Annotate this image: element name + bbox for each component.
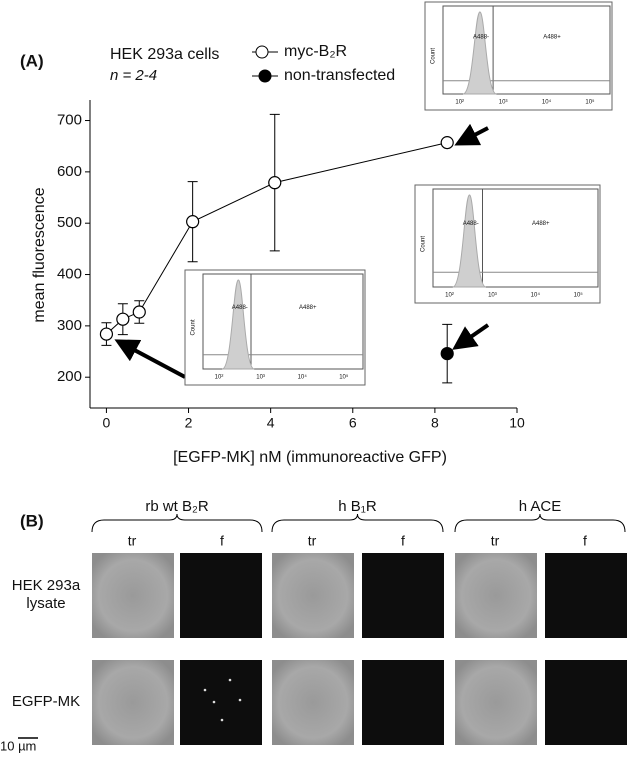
inset-frame [184,269,366,386]
legend-marker [258,69,272,83]
inset-label: A488- [232,305,248,311]
x-tick-label: 10 [509,415,525,431]
inset-frame [424,1,613,111]
fluorescent-spot [203,688,207,692]
fluorescence-image [180,660,262,745]
point [116,312,130,326]
x-tick-label: 8 [431,415,439,431]
fluorescent-spot [212,700,216,704]
inset: A488- A488+ Count 10² 10³ 10⁴ 10⁵ [184,269,366,386]
inset-label: A488+ [543,34,561,40]
inset-tick-label: 10⁴ [542,99,552,106]
inset-tick-label: 10³ [488,293,497,299]
annotation: HEK 293a cells [110,46,219,63]
inset-ylabel: Count [431,48,437,64]
transmitted-image [92,660,174,745]
x-axis-label: [EGFP-MK] nM (immunoreactive GFP) [173,449,447,466]
subcolumn-header: f [583,533,587,549]
point [132,305,146,319]
subcolumn-header: tr [308,533,317,549]
inset-tick-label: 10² [445,293,454,299]
inset-tick-label: 10⁵ [339,374,349,381]
histogram [462,11,497,95]
point [440,346,454,361]
annotation: n = 2-4 [110,67,157,84]
inset-tick-label: 10⁵ [574,292,584,299]
subcolumn-header: f [401,533,405,549]
inset-label: A488+ [532,221,550,227]
fluorescence-image [180,553,262,638]
fluorescence-image [362,553,444,638]
transmitted-image [92,553,174,638]
inset-tick-label: 10⁴ [531,292,541,299]
y-tick-label: 300 [57,317,82,334]
x-tick-label: 0 [103,415,111,431]
subcolumn-header: tr [491,533,500,549]
transmitted-image [455,553,537,638]
point [268,176,282,190]
fluorescent-spot [220,718,224,722]
inset: A488- A488+ Count 10² 10³ 10⁴ 10⁵ [424,1,613,111]
histogram [221,279,255,370]
inset-label: A488- [463,221,479,227]
legend-marker [255,45,269,59]
subcolumn-header: f [220,533,224,549]
brace [454,513,626,533]
panel-label: (B) [20,511,44,530]
arrows [114,123,490,379]
inset-label: A488+ [299,305,317,311]
y-tick-label: 200 [57,368,82,385]
brace [91,513,263,533]
y-tick-label: 500 [57,214,82,231]
transmitted-image [455,660,537,745]
panel-label: (A) [20,51,44,70]
group-header: rb wt B₂R [145,498,209,515]
legend-label: non-transfected [284,67,395,84]
inset-tick-label: 10² [215,375,224,381]
inset-tick-label: 10⁵ [585,99,595,106]
inset: A488- A488+ Count 10² 10³ 10⁴ 10⁵ [414,184,601,304]
fluorescence-image [545,553,627,638]
inset-tick-label: 10³ [256,375,265,381]
transmitted-image [272,553,354,638]
inset-ylabel: Count [421,236,427,252]
inset-plot [202,273,364,370]
inset-label: A488- [473,34,489,40]
point [440,136,454,150]
group-header: h ACE [519,498,562,515]
fluorescence-image [362,660,444,745]
y-tick-label: 600 [57,163,82,180]
y-axis-label: mean fluorescence [31,187,48,322]
inset-tick-label: 10⁴ [298,374,308,381]
histogram [452,194,487,288]
scale-label: 10 µm [0,738,36,753]
x-tick-label: 6 [349,415,357,431]
inset-tick-label: 10² [455,100,464,106]
inset-plot [432,188,599,288]
y-tick-label: 400 [57,266,82,283]
subcolumn-header: tr [128,533,137,549]
y-tick-label: 700 [57,112,82,129]
fluorescence-image [545,660,627,745]
inset-plot [442,5,611,95]
legend-label: myc-B₂R [284,43,347,60]
row-label: EGFP-MK [12,693,80,710]
row-label: HEK 293a lysate [12,577,81,612]
inset-frame [414,184,601,304]
point [186,215,200,229]
point [99,327,114,341]
fluorescent-spot [228,678,232,682]
inset-ylabel: Count [191,319,197,335]
x-tick-label: 4 [267,415,275,431]
inset-tick-label: 10³ [499,100,508,106]
group-header: h B₁R [338,498,377,515]
transmitted-image [272,660,354,745]
x-tick-label: 2 [185,415,193,431]
brace [271,513,444,533]
fluorescent-spot [238,698,242,702]
